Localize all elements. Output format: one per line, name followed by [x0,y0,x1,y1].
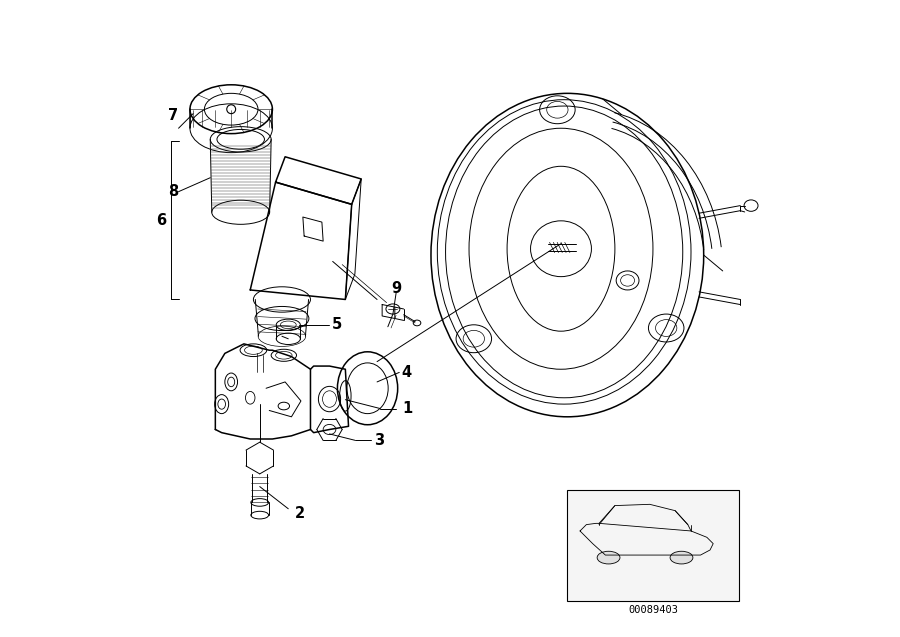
Text: 3: 3 [374,433,384,448]
Text: 9: 9 [391,280,401,296]
Ellipse shape [597,551,620,564]
Bar [567,490,739,601]
Text: 8: 8 [168,184,178,199]
Ellipse shape [670,551,693,564]
Text: 5: 5 [331,317,342,333]
Text: 2: 2 [294,506,305,520]
Text: 1: 1 [402,401,413,416]
Text: 6: 6 [157,213,166,227]
Text: 7: 7 [168,108,178,123]
Text: 00089403: 00089403 [628,605,678,615]
Text: 4: 4 [401,365,411,380]
